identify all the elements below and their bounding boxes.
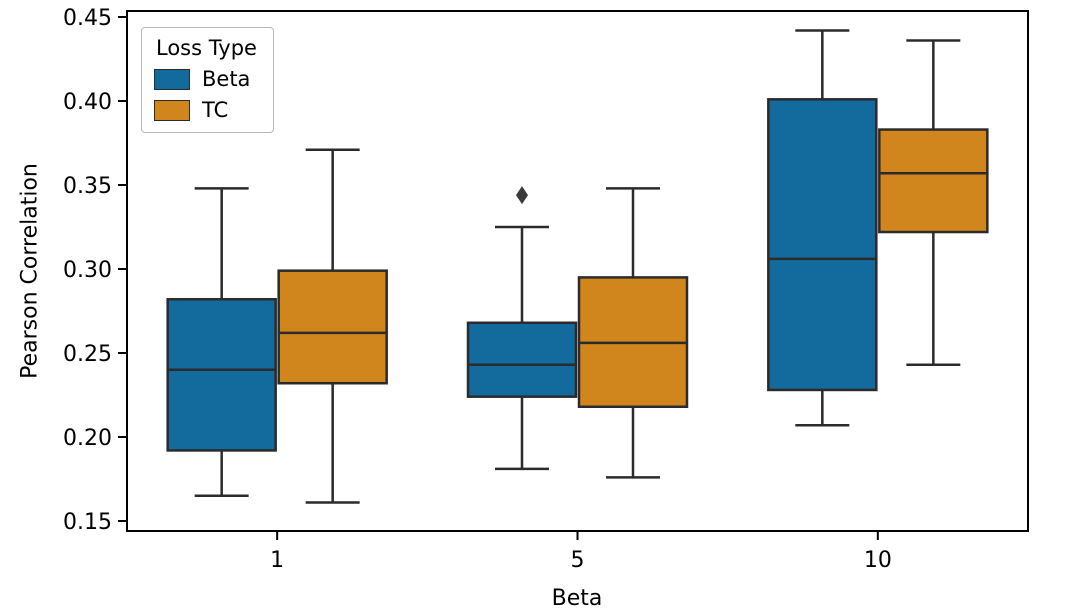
y-tick-label: 0.15 [63, 510, 112, 535]
legend-swatch-tc [154, 99, 190, 121]
box-tc-5 [577, 187, 689, 479]
legend: Loss Type Beta TC [141, 27, 274, 133]
x-axis-label: Beta [551, 586, 603, 611]
box-beta-1 [166, 187, 277, 498]
box-tc-1 [277, 148, 388, 504]
box-beta-10 [767, 29, 878, 427]
legend-swatch-beta [154, 68, 190, 90]
box-body [767, 98, 878, 392]
y-tick-label: 0.30 [63, 258, 112, 283]
box-body [277, 269, 388, 385]
legend-entry-beta: Beta [154, 67, 257, 91]
y-tick-label: 0.20 [63, 426, 112, 451]
y-axis-label: Pearson Correlation [17, 163, 43, 379]
y-tick-label: 0.25 [63, 342, 112, 367]
legend-title: Loss Type [156, 36, 257, 60]
legend-entry-tc: TC [154, 98, 257, 122]
box-body [166, 297, 277, 452]
y-tick-label: 0.40 [63, 90, 112, 115]
x-tick-label: 10 [864, 548, 892, 573]
x-tick-label: 1 [270, 548, 284, 573]
box-tc-10 [878, 39, 989, 367]
box-beta-5 [466, 186, 578, 471]
outlier-marker [516, 186, 528, 205]
y-tick-label: 0.45 [63, 6, 112, 31]
legend-label-beta: Beta [202, 67, 251, 91]
box-body [466, 321, 578, 398]
y-tick-label: 0.35 [63, 174, 112, 199]
legend-label-tc: TC [202, 98, 229, 122]
x-tick-label: 5 [571, 548, 585, 573]
box-body [878, 128, 989, 234]
